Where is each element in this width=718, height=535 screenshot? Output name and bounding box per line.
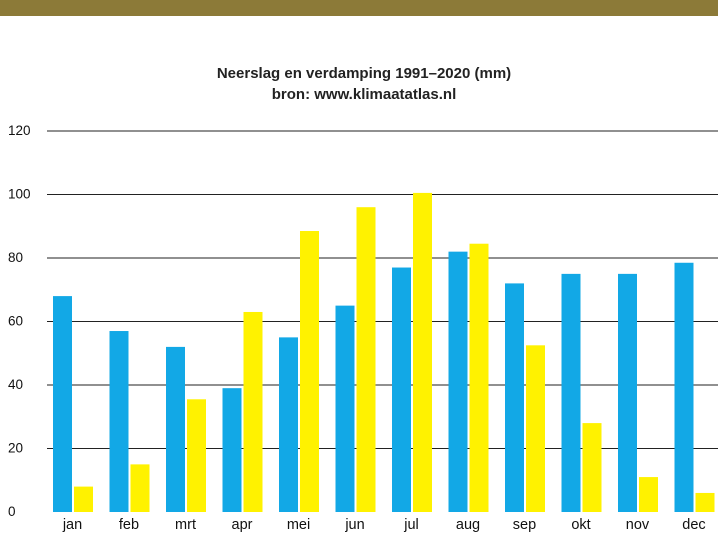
bar-series-1-nov xyxy=(618,273,637,512)
x-tick-label-okt: okt xyxy=(571,517,590,533)
x-tick-label-mei: mei xyxy=(287,517,310,533)
y-tick-label: 20 xyxy=(8,441,23,456)
bar-series-1-dec xyxy=(674,262,694,512)
x-tick-label-sep: sep xyxy=(513,517,536,533)
y-tick-label: 100 xyxy=(8,187,31,202)
bar-series-1-jan xyxy=(53,296,72,512)
bars xyxy=(53,192,715,512)
grid-lines xyxy=(47,130,718,449)
x-tick-label-dec: dec xyxy=(682,517,705,533)
bar-series-2-sep xyxy=(526,345,545,512)
bar-series-1-okt xyxy=(561,273,581,512)
y-tick-label: 0 xyxy=(8,504,16,519)
header-accent-bar xyxy=(0,0,718,16)
bar-series-1-apr xyxy=(222,388,242,512)
bar-series-1-jul xyxy=(392,267,411,512)
bar-series-2-mei xyxy=(300,231,319,512)
y-tick-label: 80 xyxy=(8,250,23,265)
bar-series-2-dec xyxy=(695,492,715,512)
bar-series-1-jun xyxy=(335,305,355,512)
y-tick-label: 60 xyxy=(8,314,23,329)
y-axis-ticks: 0 20 40 60 80 100 120 xyxy=(8,123,31,519)
x-tick-label-apr: apr xyxy=(232,517,253,533)
x-axis-labels: jan feb mrt apr mei jun jul aug sep okt nov dec xyxy=(62,517,706,533)
x-tick-label-jul: jul xyxy=(403,517,419,533)
chart-title: Neerslag en verdamping 1991–2020 (mm) xyxy=(217,65,511,82)
bar-series-1-mei xyxy=(279,337,298,512)
chart-subtitle: bron: www.klimaatatlas.nl xyxy=(272,86,456,103)
bar-series-2-feb xyxy=(130,464,150,512)
bar-series-2-nov xyxy=(639,477,658,512)
bar-series-1-feb xyxy=(109,331,129,512)
x-tick-label-aug: aug xyxy=(456,517,480,533)
y-tick-label: 120 xyxy=(8,123,31,138)
bar-series-2-mrt xyxy=(187,399,206,512)
x-tick-label-mrt: mrt xyxy=(175,517,196,533)
bar-series-2-jan xyxy=(74,486,93,512)
bar-series-1-sep xyxy=(505,283,524,512)
bar-series-2-jun xyxy=(356,207,376,512)
y-tick-label: 40 xyxy=(8,377,23,392)
x-tick-label-feb: feb xyxy=(119,517,139,533)
bar-series-2-okt xyxy=(582,423,602,512)
bar-series-2-jul xyxy=(413,192,432,512)
bar-series-1-aug xyxy=(448,251,468,512)
x-tick-label-nov: nov xyxy=(626,517,650,533)
bar-series-2-aug xyxy=(469,243,489,512)
bar-series-1-mrt xyxy=(166,346,185,512)
x-tick-label-jun: jun xyxy=(344,517,364,533)
x-tick-label-jan: jan xyxy=(62,517,82,533)
bar-series-2-apr xyxy=(243,311,263,512)
